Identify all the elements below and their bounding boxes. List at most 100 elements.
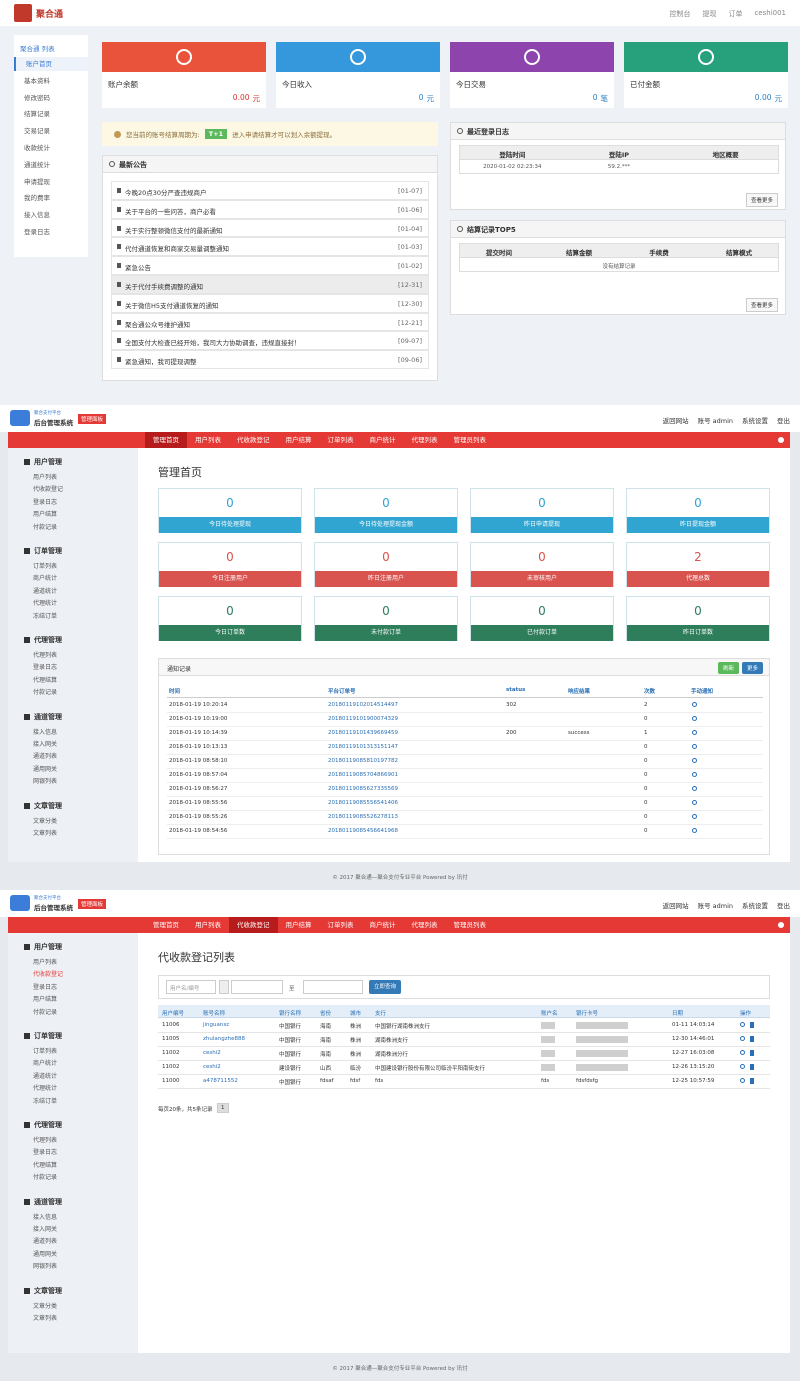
nav-link[interactable]: 用户结算 — [285, 436, 312, 444]
top-link[interactable]: ceshi001 — [754, 9, 786, 17]
sidebar-link[interactable]: 登录日志 — [33, 1149, 58, 1157]
delete-icon[interactable] — [750, 1050, 754, 1056]
sidebar-link[interactable]: 接入网关 — [33, 741, 58, 748]
sidebar-link[interactable]: 文章分类 — [33, 1302, 58, 1310]
table-cell[interactable]: 20180119085704866901 — [328, 772, 398, 778]
announcement-row[interactable]: 关于微信H5支付通道恢复的通知 [12-30] — [111, 293, 429, 313]
announcement-row[interactable]: 代付通道恢复和商家交易量调整通知 [01-03] — [111, 237, 429, 257]
top-link[interactable]: 控制台 — [669, 10, 691, 18]
top-link[interactable]: 账号 admin — [697, 417, 733, 425]
sidebar-link[interactable]: 用户结算 — [33, 511, 58, 519]
table-cell[interactable]: 20180119085627335569 — [328, 786, 398, 792]
sidebar-link[interactable]: 通道列表 — [33, 1238, 58, 1246]
sidebar-link[interactable]: 用户列表 — [33, 959, 58, 966]
resend-icon[interactable] — [692, 730, 697, 735]
sidebar-link[interactable]: 冻结订单 — [33, 1097, 58, 1105]
sidebar-link[interactable]: 接入信息 — [33, 1213, 58, 1221]
sidebar-link[interactable]: 通道统计 — [33, 1072, 58, 1080]
sidebar-link[interactable]: 用户列表 — [33, 474, 58, 481]
sidebar-link[interactable]: 文章分类 — [33, 817, 58, 825]
sidebar-link[interactable]: 付款记录 — [33, 1174, 58, 1182]
resend-icon[interactable] — [692, 772, 697, 777]
resend-icon[interactable] — [692, 702, 697, 707]
table-cell[interactable]: 20180119102014514497 — [328, 702, 398, 708]
sidebar-link[interactable]: 代理结算 — [33, 676, 58, 684]
table-cell[interactable]: 20180119101313151147 — [328, 744, 398, 750]
delete-icon[interactable] — [750, 1064, 754, 1070]
sidebar-link[interactable]: 用户结算 — [33, 996, 58, 1004]
sidebar-link[interactable]: 代理统计 — [33, 1085, 58, 1093]
edit-icon[interactable] — [740, 1022, 745, 1027]
sidebar-link[interactable]: 商户统计 — [33, 1060, 58, 1068]
resend-icon[interactable] — [692, 744, 697, 749]
sidebar-link[interactable]: 代收款登记 — [33, 486, 64, 494]
top-link[interactable]: 系统设置 — [742, 417, 768, 425]
table-cell[interactable]: 20180119101439669459 — [328, 730, 398, 736]
table-cell[interactable]: 20180119085810197782 — [328, 758, 398, 764]
nav-link[interactable]: 用户列表 — [195, 436, 221, 444]
announcement-row[interactable]: 今晚20点30分严查违规商户 [01-07] — [111, 181, 429, 200]
sidebar-link[interactable]: 代理统计 — [33, 600, 58, 608]
date-start[interactable] — [231, 980, 283, 994]
resend-icon[interactable] — [692, 800, 697, 805]
edit-icon[interactable] — [740, 1036, 745, 1041]
resend-icon[interactable] — [692, 786, 697, 791]
resend-icon[interactable] — [692, 828, 697, 833]
sidebar-link[interactable]: 登录日志 — [33, 983, 58, 991]
table-cell[interactable]: a478711552 — [203, 1078, 238, 1084]
nav-link[interactable]: 管理首页 — [145, 432, 187, 448]
nav-link[interactable]: 商户统计 — [369, 436, 396, 444]
sidebar-link[interactable]: 付款记录 — [33, 1008, 58, 1016]
nav-link[interactable]: 用户列表 — [195, 921, 221, 929]
announcement-row[interactable]: 关于代付手续费调整的通知 [12-31] — [111, 275, 429, 294]
sidebar-item[interactable]: 账户首页 — [14, 57, 88, 71]
sidebar-link[interactable]: 接入网关 — [33, 1226, 58, 1233]
announcement-row[interactable]: 紧急通知，我司提现调整 [09-06] — [111, 350, 429, 369]
top-link[interactable]: 账号 admin — [697, 902, 733, 910]
sidebar-link[interactable]: 登录日志 — [33, 498, 58, 506]
pager-page[interactable]: 1 — [217, 1103, 229, 1113]
nav-link[interactable]: 商户统计 — [369, 921, 396, 929]
top-link[interactable]: 订单 — [728, 10, 743, 18]
sidebar-item[interactable]: 登录日志 — [24, 228, 50, 236]
sidebar-link[interactable]: 文章列表 — [33, 830, 58, 837]
panel-button[interactable]: 更多 — [741, 662, 763, 674]
table-cell[interactable]: 20180119085526278113 — [328, 814, 398, 820]
panel-button[interactable]: 刷新 — [717, 662, 739, 674]
sidebar-item[interactable]: 结算记录 — [24, 110, 50, 119]
sidebar-item[interactable]: 交易记录 — [24, 127, 50, 136]
nav-link[interactable]: 代收款登记 — [229, 917, 278, 933]
top-link[interactable]: 登出 — [777, 902, 790, 910]
table-cell[interactable]: 20180119101900074329 — [328, 716, 398, 722]
sidebar-link[interactable]: 代理结算 — [33, 1161, 58, 1169]
top-link[interactable]: 提现 — [702, 10, 717, 18]
table-cell[interactable]: ceshi2 — [203, 1064, 221, 1070]
sidebar-link[interactable]: 订单列表 — [33, 1048, 58, 1055]
more-button[interactable]: 查看更多 — [745, 193, 778, 207]
sidebar-item[interactable]: 接入信息 — [24, 211, 50, 220]
resend-icon[interactable] — [692, 758, 697, 763]
delete-icon[interactable] — [750, 1078, 754, 1084]
more-button[interactable]: 查看更多 — [745, 298, 778, 312]
sidebar-link[interactable]: 订单列表 — [33, 563, 58, 570]
announcement-row[interactable]: 关于实行整顿微信支付的最新通知 [01-04] — [111, 218, 429, 238]
search-button[interactable]: 立即查询 — [369, 980, 402, 994]
sidebar-link[interactable]: 通用网关 — [33, 1250, 58, 1258]
sidebar-link[interactable]: 网银列表 — [33, 778, 58, 786]
sidebar-link[interactable]: 付款记录 — [33, 689, 58, 697]
announcement-row[interactable]: 关于平台的一些问答，商户必看 [01-06] — [111, 199, 429, 219]
resend-icon[interactable] — [692, 716, 697, 721]
announcement-row[interactable]: 紧急公告 [01-02] — [111, 256, 429, 275]
sidebar-item[interactable]: 基本资料 — [24, 76, 50, 85]
table-cell[interactable]: ceshi2 — [203, 1050, 221, 1056]
top-link[interactable]: 返回网站 — [662, 417, 689, 425]
delete-icon[interactable] — [750, 1022, 754, 1028]
delete-icon[interactable] — [750, 1036, 754, 1042]
resend-icon[interactable] — [692, 814, 697, 819]
table-cell[interactable]: 20180119085456641968 — [328, 828, 398, 834]
table-cell[interactable]: 20180119085556541406 — [328, 800, 398, 806]
nav-link[interactable]: 订单列表 — [327, 921, 354, 929]
sidebar-item[interactable]: 申请提现 — [24, 177, 50, 186]
sidebar-link[interactable]: 登录日志 — [33, 664, 58, 672]
edit-icon[interactable] — [740, 1064, 745, 1069]
